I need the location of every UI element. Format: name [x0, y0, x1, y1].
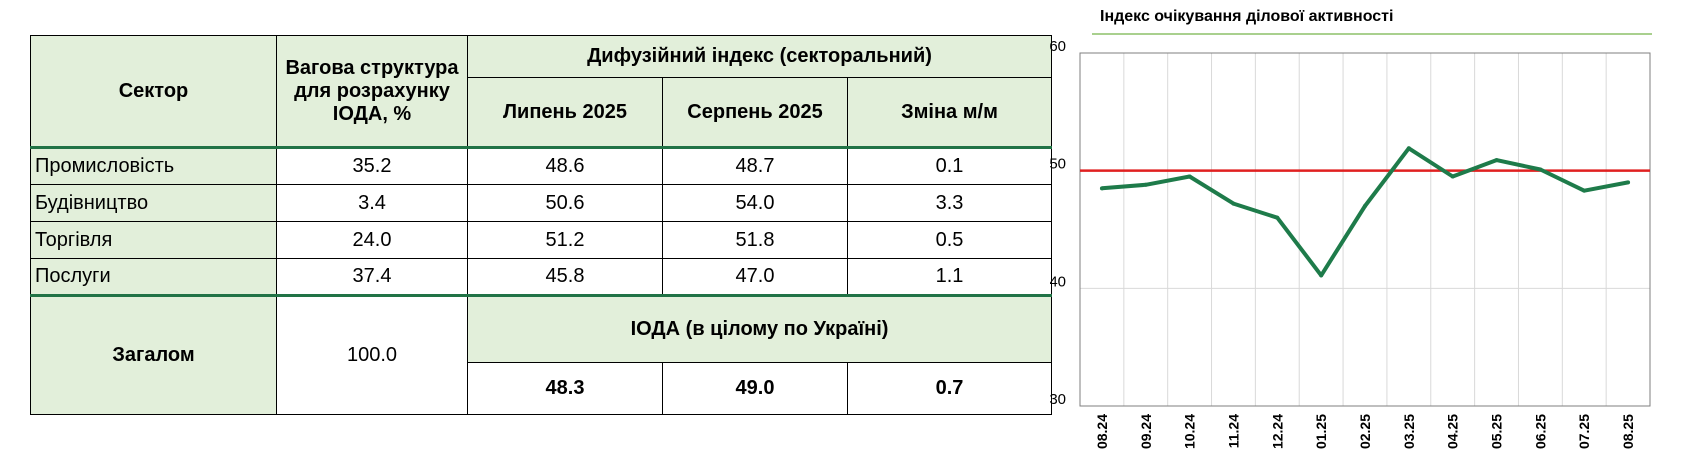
- data-point: [1099, 186, 1104, 191]
- y-axis-ticks: 30 40 50 60: [1050, 40, 1066, 408]
- ioda-label: ІОДА (в цілому по Україні): [467, 294, 1052, 363]
- change-cell: 0.1: [847, 146, 1052, 185]
- header-weight: Вагова структура для розрахунку ІОДА, %: [276, 35, 468, 148]
- x-tick-label: 08.25: [1620, 414, 1636, 449]
- change-cell: 3.3: [847, 184, 1052, 222]
- header-july: Липень 2025: [467, 77, 663, 148]
- total-july: 48.3: [467, 362, 663, 415]
- x-tick-label: 09.24: [1138, 414, 1154, 449]
- july-cell: 45.8: [467, 258, 663, 296]
- table-row: Промисловість 35.2 48.6 48.7 0.1: [30, 146, 1052, 185]
- x-tick-label: 02.25: [1357, 414, 1373, 449]
- change-cell: 0.5: [847, 221, 1052, 259]
- y-tick-label: 40: [1050, 273, 1066, 290]
- weight-cell: 35.2: [276, 146, 468, 185]
- august-cell: 47.0: [662, 258, 848, 296]
- sector-name: Будівництво: [30, 184, 277, 222]
- chart-title: Індекс очікування ділової активності: [1100, 8, 1394, 25]
- header-sector: Сектор: [30, 35, 277, 148]
- table-row: Торгівля 24.0 51.2 51.8 0.5: [30, 221, 1052, 259]
- data-point: [1538, 167, 1543, 172]
- data-point: [1406, 146, 1411, 151]
- x-tick-label: 10.24: [1182, 414, 1198, 449]
- x-tick-label: 05.25: [1489, 414, 1505, 449]
- july-cell: 51.2: [467, 221, 663, 259]
- data-point: [1494, 158, 1499, 163]
- sector-table: Сектор Вагова структура для розрахунку І…: [30, 35, 1052, 415]
- x-tick-label: 08.24: [1094, 414, 1110, 449]
- header-change: Зміна м/м: [847, 77, 1052, 148]
- data-point: [1319, 273, 1324, 278]
- august-cell: 51.8: [662, 221, 848, 259]
- data-point: [1231, 201, 1236, 206]
- grid: [1080, 52, 1650, 407]
- total-august: 49.0: [662, 362, 848, 415]
- x-tick-label: 03.25: [1401, 414, 1417, 449]
- x-tick-label: 04.25: [1445, 414, 1461, 449]
- table-row: Будівництво 3.4 50.6 54.0 3.3: [30, 184, 1052, 222]
- series-points: [1099, 146, 1631, 278]
- sector-name: Послуги: [30, 258, 277, 296]
- header-august: Серпень 2025: [662, 77, 848, 148]
- sector-name: Торгівля: [30, 221, 277, 259]
- x-tick-label: 11.24: [1225, 414, 1241, 448]
- x-tick-label: 12.24: [1269, 414, 1285, 449]
- sector-name: Промисловість: [30, 146, 277, 185]
- weight-cell: 37.4: [276, 258, 468, 296]
- data-point: [1187, 174, 1192, 179]
- y-tick-label: 60: [1050, 40, 1066, 55]
- data-point: [1582, 188, 1587, 193]
- total-label: Загалом: [30, 294, 277, 415]
- change-cell: 1.1: [847, 258, 1052, 296]
- data-point: [1275, 215, 1280, 220]
- series-line: [1101, 146, 1629, 278]
- total-change: 0.7: [847, 362, 1052, 415]
- table-row: Послуги 37.4 45.8 47.0 1.1: [30, 258, 1052, 296]
- data-point: [1450, 174, 1455, 179]
- x-axis-ticks: 08.24 09.24 10.24 11.24 12.24 01.25 02.25 03.25…: [1094, 414, 1636, 449]
- july-cell: 48.6: [467, 146, 663, 185]
- title-underline: [1092, 33, 1652, 35]
- x-tick-label: 01.25: [1313, 414, 1329, 449]
- weight-cell: 24.0: [276, 221, 468, 259]
- data-point: [1363, 203, 1367, 208]
- data-point: [1626, 180, 1631, 185]
- header-diffusion: Дифузійний індекс (секторальний): [467, 35, 1052, 78]
- plot-frame: [1079, 52, 1651, 407]
- weight-cell: 3.4: [276, 184, 468, 222]
- total-weight: 100.0: [276, 294, 468, 415]
- data-point: [1143, 182, 1148, 187]
- x-tick-label: 06.25: [1532, 414, 1548, 449]
- july-cell: 50.6: [467, 184, 663, 222]
- august-cell: 54.0: [662, 184, 848, 222]
- y-tick-label: 30: [1050, 391, 1066, 408]
- august-cell: 48.7: [662, 146, 848, 185]
- y-tick-label: 50: [1050, 156, 1066, 173]
- x-tick-label: 07.25: [1576, 414, 1592, 449]
